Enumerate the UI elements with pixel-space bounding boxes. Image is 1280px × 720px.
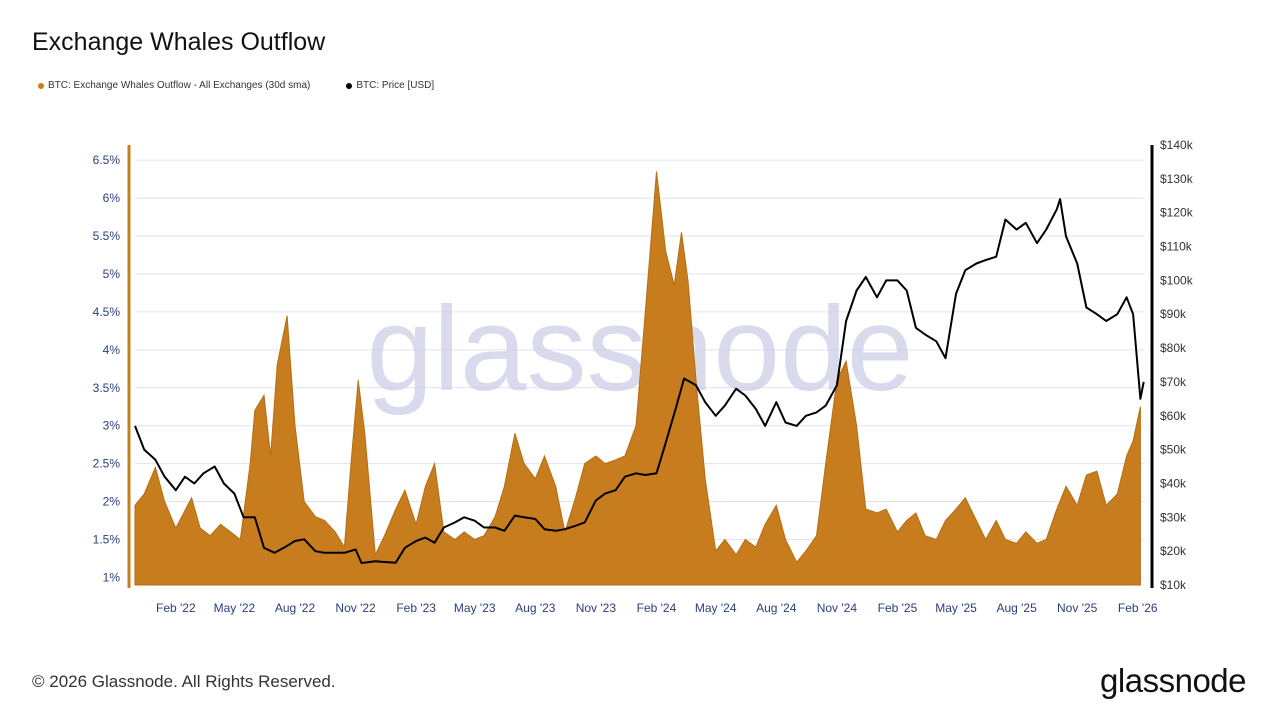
copyright-text: © 2026 Glassnode. All Rights Reserved. <box>32 672 336 691</box>
legend-label-price: BTC: Price [USD] <box>356 80 435 91</box>
legend-swatch-outflow <box>38 82 44 89</box>
x-tick-label: Feb '26 <box>1118 601 1158 615</box>
right-tick-label: $90k <box>1160 307 1187 321</box>
left-axis-ticks: 1% 1.5% 2% 2.5% 3% 3.5% 4% 4.5% 5% 5.5% 6% 6.5% <box>93 153 121 584</box>
legend-item-price[interactable]: BTC: Price [USD] <box>346 80 434 91</box>
x-tick-label: Aug '24 <box>756 601 797 615</box>
chart-axes <box>127 145 1154 588</box>
chart-title: Exchange Whales Outflow <box>32 28 326 56</box>
chart-legend: BTC: Exchange Whales Outflow - All Excha… <box>38 80 434 91</box>
left-tick-label: 5.5% <box>93 229 121 243</box>
right-tick-label: $20k <box>1160 544 1187 558</box>
right-tick-label: $50k <box>1160 443 1187 457</box>
x-tick-label: Nov '23 <box>576 601 617 615</box>
x-tick-label: Aug '22 <box>275 601 316 615</box>
right-tick-label: $70k <box>1160 375 1187 389</box>
right-tick-label: $140k <box>1160 138 1194 152</box>
legend-item-outflow[interactable]: BTC: Exchange Whales Outflow - All Excha… <box>38 80 310 91</box>
x-axis-ticks: Feb '22 May '22 Aug '22 Nov '22 Feb '23 May '… <box>156 601 1158 615</box>
right-tick-label: $120k <box>1160 206 1194 220</box>
price-line-series <box>134 198 1145 564</box>
left-tick-label: 4% <box>103 343 121 357</box>
x-tick-label: Feb '24 <box>637 601 677 615</box>
outflow-area-series <box>134 171 1141 586</box>
right-tick-label: $110k <box>1160 240 1193 254</box>
left-tick-label: 1% <box>103 570 121 584</box>
left-tick-label: 3.5% <box>93 381 121 395</box>
left-tick-label: 1.5% <box>93 532 121 546</box>
x-tick-label: May '22 <box>214 601 256 615</box>
x-tick-label: Feb '23 <box>396 601 436 615</box>
right-tick-label: $80k <box>1160 341 1187 355</box>
x-tick-label: Aug '23 <box>515 601 556 615</box>
x-tick-label: Aug '25 <box>996 601 1037 615</box>
right-tick-label: $40k <box>1160 476 1187 490</box>
legend-label-outflow: BTC: Exchange Whales Outflow - All Excha… <box>48 80 311 91</box>
left-tick-label: 2% <box>103 495 121 509</box>
glassnode-logo: glassnode <box>1100 662 1246 699</box>
left-tick-label: 6% <box>103 191 121 205</box>
right-tick-label: $100k <box>1160 273 1194 287</box>
x-tick-label: Nov '25 <box>1057 601 1098 615</box>
x-tick-label: Feb '25 <box>878 601 918 615</box>
x-tick-label: Nov '22 <box>335 601 376 615</box>
x-tick-label: Nov '24 <box>817 601 858 615</box>
x-tick-label: May '25 <box>935 601 977 615</box>
right-tick-label: $130k <box>1160 172 1194 186</box>
right-axis-ticks: $10k $20k $30k $40k $50k $60k $70k $80k $90k $100… <box>1160 138 1194 592</box>
left-tick-label: 3% <box>103 419 121 433</box>
x-tick-label: May '24 <box>695 601 737 615</box>
legend-swatch-price <box>346 82 353 89</box>
left-tick-label: 6.5% <box>93 153 121 167</box>
x-tick-label: Feb '22 <box>156 601 196 615</box>
right-tick-label: $60k <box>1160 409 1187 423</box>
x-tick-label: May '23 <box>454 601 496 615</box>
left-tick-label: 4.5% <box>93 305 121 319</box>
left-tick-label: 5% <box>103 267 121 281</box>
outflow-area <box>134 171 1141 586</box>
left-tick-label: 2.5% <box>93 457 121 471</box>
price-line <box>134 198 1145 564</box>
right-tick-label: $10k <box>1160 578 1187 592</box>
right-tick-label: $30k <box>1160 510 1187 524</box>
